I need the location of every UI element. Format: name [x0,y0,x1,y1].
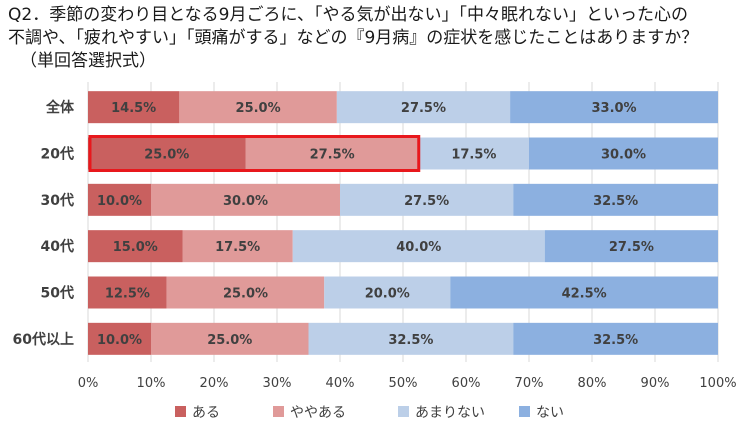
legend-item: あまりない [398,405,485,421]
legend-item: ある [175,405,220,421]
bar-segment [182,230,293,263]
x-tick-label: 100% [699,376,736,391]
bar-segment [510,91,718,124]
bar-segment [513,322,718,355]
category-label: 全体 [45,99,75,116]
bar-segment [88,322,151,355]
x-tick-label: 60% [452,376,481,391]
bar-segment [324,276,451,309]
data-label: 15.0% [113,240,158,255]
category-label: 60代以上 [13,331,74,348]
legend-label: ある [192,405,220,421]
x-tick-label: 20% [200,376,229,391]
legend-swatch [175,406,186,417]
data-label: 27.5% [404,194,449,209]
legend-swatch [519,406,530,417]
grid-lines [87,82,719,362]
bar-segment [529,137,718,170]
x-tick-label: 50% [389,376,418,391]
bar-segment [166,276,325,309]
legend-item: ない [519,405,564,421]
data-label: 30.0% [601,148,646,163]
bar-segment [245,137,419,170]
data-label: 10.0% [97,333,142,348]
data-label: 27.5% [310,148,355,163]
bar-segment [88,137,246,170]
data-label: 27.5% [609,240,654,255]
bar-segment [88,91,180,124]
data-label: 32.5% [593,194,638,209]
title-line-1: Q2．季節の変わり目となる9月ごろに、「やる気が出ない」「中々眠れない」といった… [8,5,688,25]
category-label: 50代 [41,285,74,302]
legend-item: ややある [273,405,346,421]
category-labels: 全体 20代 30代 40代 50代 60代以上 [13,99,75,348]
x-tick-label: 80% [578,376,607,391]
bar-segment [179,91,337,124]
x-tick-label: 90% [641,376,670,391]
legend-swatch [273,406,284,417]
data-label: 33.0% [591,101,636,116]
bar-segment [544,230,718,263]
x-tick-label: 30% [263,376,292,391]
legend: ある ややある あまりない ない [175,405,564,421]
legend-swatch [398,406,409,417]
bar-segment [513,183,718,216]
category-label: 30代 [41,192,74,209]
highlight-box [88,135,421,172]
bar-segment [336,91,511,124]
x-tick-label: 70% [515,376,544,391]
chart-title: Q2．季節の変わり目となる9月ごろに、「やる気が出ない」「中々眠れない」といった… [8,4,744,73]
data-label: 32.5% [593,333,638,348]
bar-segment [308,322,514,355]
legend-label: ややある [290,405,346,421]
x-tick-label: 10% [137,376,166,391]
data-label: 10.0% [97,194,142,209]
data-label: 20.0% [365,287,410,302]
data-label: 25.0% [144,148,189,163]
bar-segment [418,137,529,170]
data-label: 25.0% [223,287,268,302]
category-label: 20代 [41,146,74,163]
data-label: 40.0% [396,240,441,255]
bar-segment [151,322,309,355]
data-label: 25.0% [236,101,281,116]
legend-label: あまりない [415,405,485,421]
category-label: 40代 [41,238,74,255]
title-line-3: （単回答選択式） [20,51,156,71]
data-label: 30.0% [223,194,268,209]
data-label: 25.0% [207,333,252,348]
bar-segment [88,183,151,216]
data-label: 12.5% [105,287,150,302]
title-line-2: 不調や、「疲れやすい」「頭痛がする」などの『9月病』の症状を感じたことはあります… [8,28,699,48]
x-tick-label: 0% [78,376,99,391]
data-label: 17.5% [215,240,260,255]
data-label: 14.5% [111,101,156,116]
bar-segment [292,230,545,263]
x-tick-label: 40% [326,376,355,391]
bar-segment [340,183,514,216]
data-label: 32.5% [388,333,433,348]
bar-segment [151,183,340,216]
bar-segment [88,230,183,263]
x-axis-ticks: 0% 10% 20% 30% 40% 50% 60% 70% 80% 90% 100% [78,376,737,391]
bar-segment [88,276,167,309]
data-label: 27.5% [401,101,446,116]
bar-segment [450,276,718,309]
data-label: 17.5% [451,148,496,163]
data-label: 42.5% [562,287,607,302]
legend-label: ない [536,405,564,421]
bars: 14.5% 25.0% 27.5% 33.0% 25.0% 27.5% 17.5% 30.0%… [88,91,718,355]
